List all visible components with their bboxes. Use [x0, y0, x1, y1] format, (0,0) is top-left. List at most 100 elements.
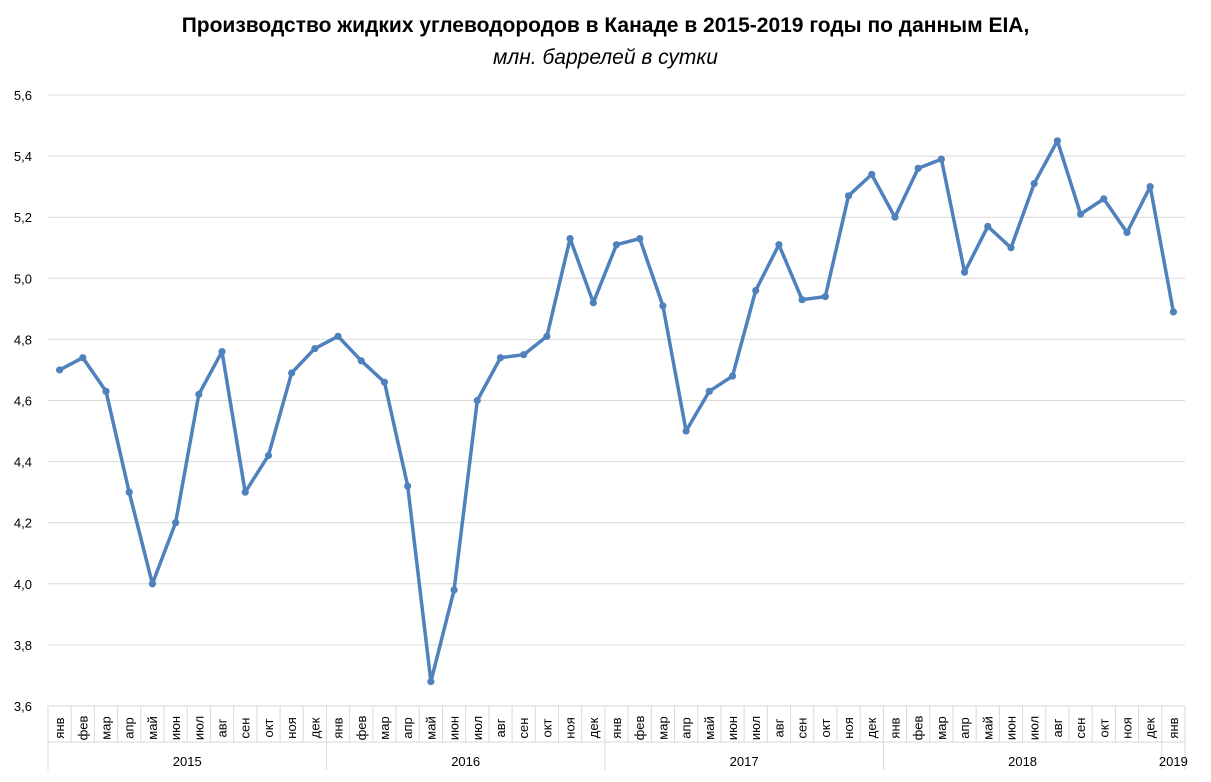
x-tick-label: ноя	[1119, 717, 1134, 738]
x-tick-label: июн	[447, 716, 462, 740]
x-tick-label: апр	[957, 717, 972, 739]
data-point	[241, 488, 249, 496]
data-point	[937, 155, 945, 163]
x-tick-label: окт	[1096, 718, 1111, 737]
data-point	[728, 372, 737, 380]
data-point	[984, 222, 992, 230]
data-point	[844, 192, 853, 200]
x-tick-label: дек	[307, 717, 322, 738]
x-tick-label: окт	[818, 718, 833, 737]
x-tick-label: июл	[1027, 716, 1042, 740]
x-tick-label: авг	[493, 718, 508, 737]
data-point	[1123, 228, 1131, 237]
data-point	[148, 580, 157, 588]
x-tick-label: фев	[632, 715, 647, 740]
x-tick-label: июл	[748, 716, 763, 740]
x-tick-label: мар	[934, 716, 949, 739]
data-point	[891, 213, 899, 221]
x-tick-label: сен	[1073, 718, 1088, 739]
data-point	[821, 293, 829, 301]
x-tick-label: авг	[771, 718, 786, 737]
data-point	[914, 164, 922, 172]
x-tick-label: апр	[679, 717, 694, 739]
y-tick-label: 4,0	[14, 577, 32, 592]
x-tick-label: дек	[586, 717, 601, 738]
x-tick-label: июн	[168, 716, 183, 740]
x-tick-label: май	[423, 716, 438, 739]
x-tick-label: апр	[400, 717, 415, 739]
x-tick-label: ноя	[563, 717, 578, 738]
y-axis: 3,6 3,8 4,0 4,2 4,4 4,6 4,8 5,0 5,2 5,4 5,6	[14, 88, 32, 714]
x-tick-label: май	[702, 716, 717, 739]
x-tick-label: июн	[1003, 716, 1018, 740]
data-point	[705, 387, 713, 395]
y-tick-label: 4,4	[14, 455, 32, 470]
x-tick-label: мар	[655, 716, 670, 739]
x-tick-label: авг	[1050, 718, 1065, 737]
x-tick-label: окт	[261, 718, 276, 737]
data-point	[1007, 244, 1015, 252]
y-tick-label: 3,8	[14, 638, 32, 653]
x-tick-label: май	[980, 716, 995, 739]
data-point	[682, 427, 690, 435]
data-point	[612, 241, 621, 249]
x-tick-label: фев	[354, 715, 369, 740]
data-point	[960, 268, 969, 276]
x-tick-label: мар	[377, 716, 392, 739]
chart-title: Производство жидких углеводородов в Кана…	[181, 14, 1030, 37]
series-production	[56, 137, 1177, 686]
data-point	[1100, 195, 1108, 203]
data-point	[195, 390, 203, 398]
data-point	[566, 234, 574, 243]
y-tick-label: 4,8	[14, 332, 32, 347]
x-tick-label: фев	[911, 715, 926, 740]
data-point	[334, 332, 342, 340]
data-point	[1076, 210, 1085, 218]
x-tick-label: фев	[75, 715, 90, 740]
data-point	[868, 170, 876, 179]
data-point	[56, 366, 64, 374]
x-tick-label: июл	[191, 716, 206, 740]
gridlines	[48, 94, 1185, 707]
x-tick-label: ноя	[841, 717, 856, 738]
y-tick-label: 4,6	[14, 394, 32, 409]
y-tick-label: 5,2	[14, 210, 32, 225]
data-point	[496, 354, 505, 362]
data-point	[775, 241, 783, 249]
data-point	[357, 357, 365, 365]
x-tick-label: окт	[539, 718, 554, 737]
year-label: 2019	[1159, 754, 1188, 769]
x-tick-label: янв	[609, 717, 624, 738]
data-point	[311, 344, 319, 353]
y-tick-label: 5,0	[14, 271, 32, 286]
data-point	[1146, 183, 1154, 191]
x-tick-label: янв	[52, 717, 67, 738]
x-tick-label: сен	[795, 718, 810, 739]
data-point	[427, 677, 435, 686]
year-label: 2017	[730, 754, 759, 769]
data-point	[1030, 179, 1038, 188]
x-tick-label: сен	[238, 718, 253, 739]
y-tick-label: 5,6	[14, 88, 32, 103]
x-tick-label: мар	[99, 716, 114, 739]
data-point	[102, 387, 110, 395]
data-point	[520, 351, 528, 359]
x-tick-label: июн	[725, 716, 740, 740]
x-tick-label: янв	[887, 717, 902, 738]
data-point	[636, 234, 644, 243]
data-point	[288, 369, 296, 377]
x-tick-label: апр	[122, 717, 137, 739]
y-tick-label: 5,4	[14, 149, 32, 164]
x-tick-label: ноя	[284, 717, 299, 738]
x-tick-label: дек	[1143, 717, 1158, 738]
x-tick-label: янв	[1166, 717, 1181, 738]
data-point	[1053, 137, 1061, 145]
data-point	[172, 519, 180, 527]
data-point	[380, 378, 389, 386]
x-tick-label: авг	[215, 718, 230, 737]
x-tick-label: май	[145, 716, 160, 739]
data-point	[218, 348, 226, 356]
data-point	[752, 286, 760, 295]
data-point	[543, 332, 551, 340]
